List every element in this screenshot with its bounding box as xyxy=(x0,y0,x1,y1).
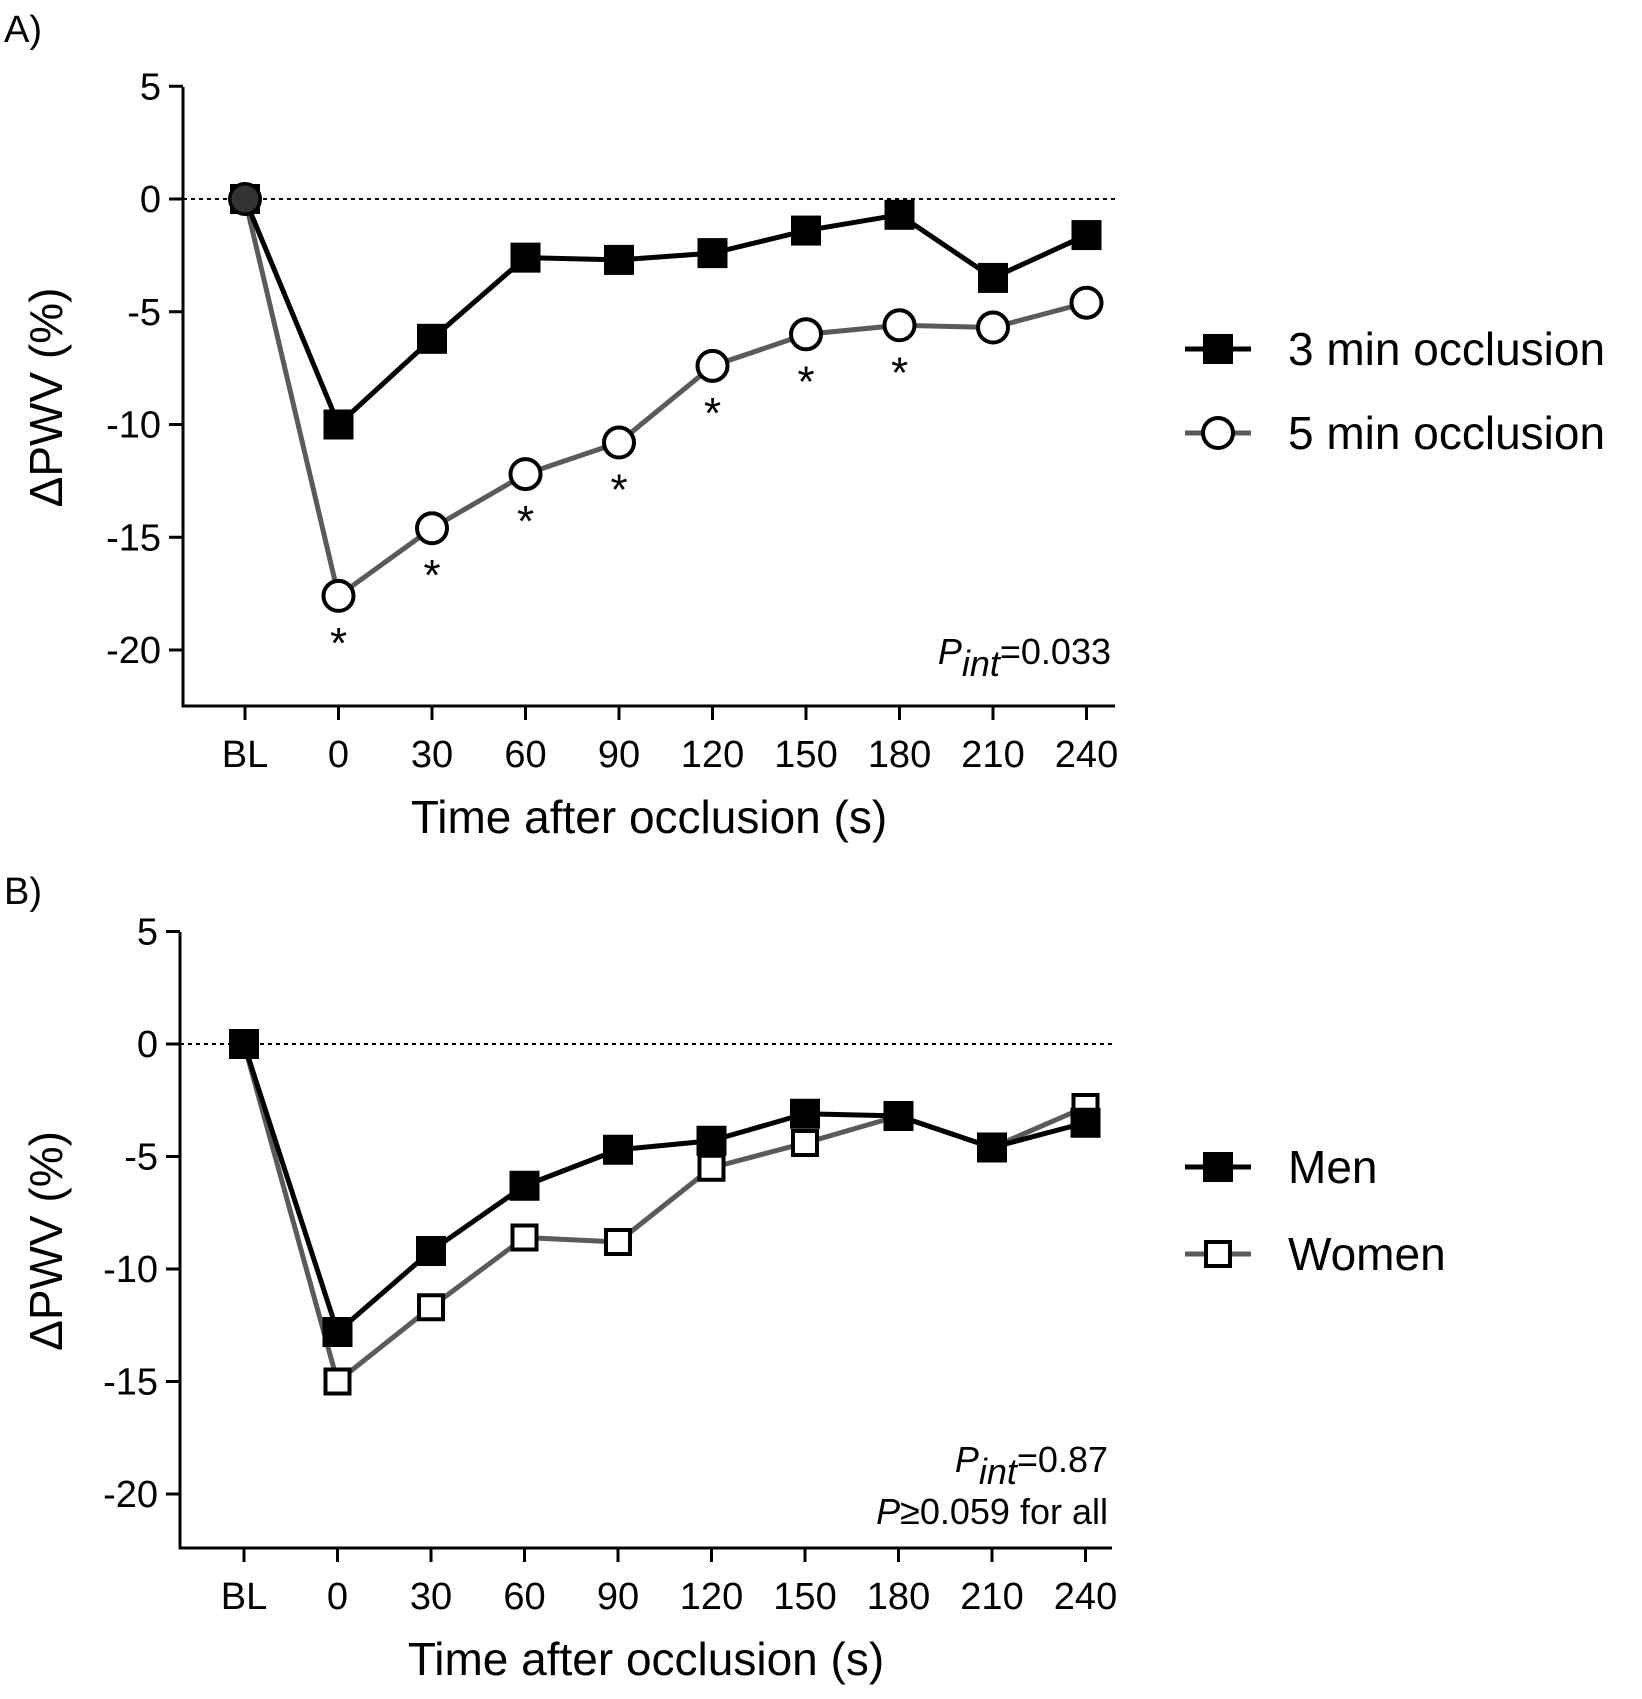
legend-marker xyxy=(1204,1240,1232,1268)
chart-panel-a: A) 5 0 -5 -10 -15 -20 BL 0 30 60 90 120 150 180 210 240 T… xyxy=(4,9,1605,843)
significance-marker: * xyxy=(517,497,534,546)
data-point xyxy=(323,1367,352,1396)
data-point xyxy=(697,238,728,269)
x-axis-title: Time after occlusion (s) xyxy=(408,1633,884,1685)
legend-label: 3 min occlusion xyxy=(1288,323,1605,375)
y-tick-label: -15 xyxy=(106,517,161,559)
data-point xyxy=(510,1223,539,1252)
data-point xyxy=(323,409,354,440)
series-line-0 xyxy=(242,198,1088,427)
data-point xyxy=(602,425,636,460)
data-point xyxy=(695,348,730,383)
x-tick-label: 30 xyxy=(411,734,453,776)
data-point xyxy=(791,215,821,246)
x-tick-label: 60 xyxy=(504,734,546,776)
legend-label: Men xyxy=(1288,1141,1377,1193)
y-tick-label: -5 xyxy=(127,292,161,334)
x-tick-label: 240 xyxy=(1054,1576,1117,1618)
x-tick-label: 120 xyxy=(681,734,744,776)
legend-marker xyxy=(1203,334,1233,364)
significance-marker: * xyxy=(610,466,627,515)
x-tick-label: 90 xyxy=(597,1576,639,1618)
series-line-1 xyxy=(241,1043,1087,1384)
stat-note-line1: Pint=0.87 xyxy=(955,1439,1108,1492)
data-point xyxy=(415,511,449,546)
x-tick-label: 180 xyxy=(868,734,931,776)
significance-marker: * xyxy=(891,348,908,397)
significance-marker: * xyxy=(423,551,440,600)
data-point xyxy=(322,1317,353,1347)
x-tick-label: 240 xyxy=(1055,734,1118,776)
x-tick-label: 0 xyxy=(328,734,349,776)
significance-marker: * xyxy=(797,357,814,406)
stat-note-line1: Pint=0.033 xyxy=(938,631,1111,684)
data-point xyxy=(509,1170,540,1201)
x-axis-title: Time after occlusion (s) xyxy=(411,791,887,843)
panel-label: B) xyxy=(4,871,42,913)
data-point xyxy=(976,310,1010,345)
data-point xyxy=(791,1129,819,1157)
y-tick-label: -20 xyxy=(103,1474,158,1516)
data-point xyxy=(1071,220,1102,251)
series-line-0 xyxy=(241,1043,1087,1335)
x-tick-label: BL xyxy=(221,1576,267,1618)
y-tick-label: -20 xyxy=(106,630,161,672)
x-tick-label: 120 xyxy=(680,1576,743,1618)
y-tick-label: 5 xyxy=(140,66,161,108)
data-point xyxy=(321,578,356,613)
y-tick-label: 0 xyxy=(140,179,161,221)
x-tick-label: 60 xyxy=(503,1576,545,1618)
panel-label: A) xyxy=(4,9,42,51)
data-point xyxy=(604,244,634,275)
data-point xyxy=(229,1029,259,1059)
data-point xyxy=(603,1134,633,1165)
y-tick-label: 5 xyxy=(137,912,158,954)
x-tick-label: 0 xyxy=(327,1576,348,1618)
data-point xyxy=(790,1098,820,1129)
data-point xyxy=(416,1236,446,1266)
x-tick-label: 90 xyxy=(598,734,640,776)
data-point xyxy=(884,199,915,230)
y-tick-label: 0 xyxy=(137,1024,158,1066)
x-tick-label: 210 xyxy=(960,1576,1023,1618)
data-point xyxy=(789,317,823,352)
x-tick-label: BL xyxy=(222,734,268,776)
x-tick-label: 150 xyxy=(773,1576,836,1618)
data-point xyxy=(508,457,543,492)
data-point xyxy=(697,1153,726,1182)
data-point xyxy=(510,242,541,273)
y-tick-label: -10 xyxy=(103,1249,158,1291)
data-point xyxy=(228,182,262,216)
x-tick-label: 180 xyxy=(867,1576,930,1618)
data-point xyxy=(604,1228,632,1256)
data-point xyxy=(977,1132,1007,1163)
legend-marker xyxy=(1203,1152,1233,1182)
significance-marker: * xyxy=(704,389,721,438)
data-point xyxy=(882,308,917,343)
x-tick-label: 210 xyxy=(961,734,1024,776)
data-point xyxy=(417,323,447,354)
chart-panel-b: B) 5 0 -5 -10 -15 -20 BL 0 30 60 90 120 150 180 210 240 T… xyxy=(4,871,1446,1685)
x-tick-label: 150 xyxy=(774,734,837,776)
data-point xyxy=(883,1101,914,1131)
legend-marker xyxy=(1201,416,1235,450)
series-line-1 xyxy=(242,198,1088,599)
data-point xyxy=(978,262,1008,293)
y-tick-label: -15 xyxy=(103,1362,158,1404)
data-point xyxy=(417,1293,445,1322)
legend-label: Women xyxy=(1288,1228,1446,1280)
significance-marker: * xyxy=(330,619,347,668)
stat-note-line2: P≥0.059 for all xyxy=(876,1491,1108,1532)
x-tick-label: 30 xyxy=(410,1576,452,1618)
y-tick-label: -10 xyxy=(106,405,161,447)
legend-label: 5 min occlusion xyxy=(1288,407,1605,459)
data-point xyxy=(1070,1107,1101,1138)
y-axis-title: ΔPWV (%) xyxy=(20,288,72,508)
y-axis-title: ΔPWV (%) xyxy=(20,1131,72,1351)
data-point xyxy=(696,1125,727,1156)
y-tick-label: -5 xyxy=(124,1137,158,1179)
data-point xyxy=(1069,285,1104,320)
